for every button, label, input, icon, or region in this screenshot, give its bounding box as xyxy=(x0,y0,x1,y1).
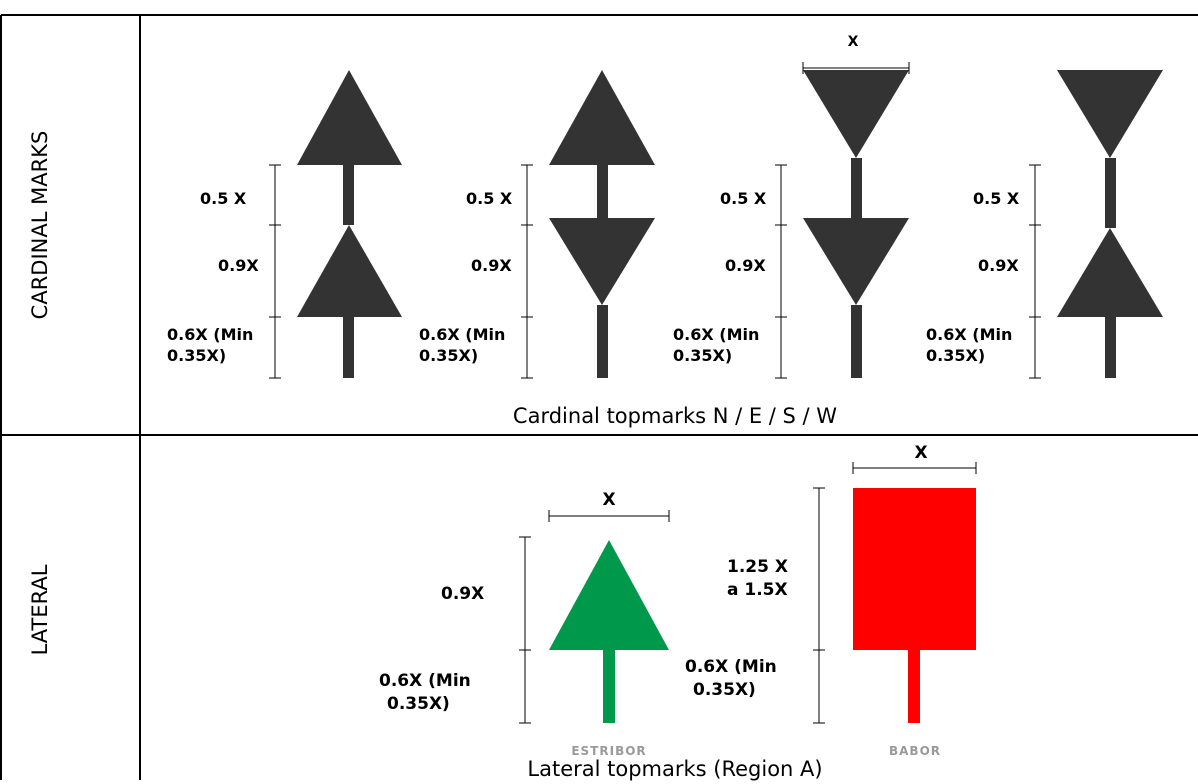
starboard-width-dimension xyxy=(548,510,670,522)
dim-triangle-label: 0.9X xyxy=(471,256,512,275)
starboard-width-label: X xyxy=(602,490,616,510)
upper-triangle-up xyxy=(549,70,655,165)
upper-triangle-down xyxy=(803,70,909,158)
table-grid xyxy=(0,14,1198,780)
port-height-dimension xyxy=(813,487,825,724)
connector-rod xyxy=(597,165,608,220)
dim-triangle-label: 0.9X xyxy=(218,256,259,275)
lower-triangle-down xyxy=(803,218,909,305)
port-width-label: X xyxy=(914,443,928,463)
lateral-starboard-mark xyxy=(549,540,669,723)
lower-triangle-up xyxy=(297,225,402,317)
green-triangle xyxy=(549,540,669,650)
cardinal-mark-north xyxy=(297,70,402,378)
caption-cardinal: Cardinal topmarks N / E / S / W xyxy=(512,404,838,428)
cardinal-mark-south xyxy=(803,70,909,378)
dim-connector-label: 0.5 X xyxy=(466,189,513,208)
pole xyxy=(343,317,354,378)
cardinal-width-dimension xyxy=(802,62,910,74)
pole xyxy=(1105,317,1116,378)
starboard-pole-label: 0.6X (Min 0.35X) xyxy=(379,671,471,714)
starboard-under-label: ESTRIBOR xyxy=(571,744,647,758)
cardinal-dimension-line-2 xyxy=(521,164,533,379)
connector-rod xyxy=(851,158,862,220)
green-pole xyxy=(603,650,615,723)
caption-lateral: Lateral topmarks (Region A) xyxy=(527,757,823,781)
starboard-height-dimension xyxy=(519,536,531,724)
port-pole-label: 0.6X (Min 0.35X) xyxy=(685,657,777,700)
upper-triangle-down xyxy=(1057,70,1163,158)
lower-triangle-down xyxy=(549,218,655,305)
starboard-height-label: 0.9X xyxy=(441,584,485,604)
connector-rod xyxy=(1105,158,1116,228)
upper-triangle-up xyxy=(297,70,402,165)
cardinal-mark-west xyxy=(1057,70,1163,378)
dim-triangle-label: 0.9X xyxy=(725,256,766,275)
red-pole xyxy=(908,650,920,723)
cardinal-dimension-line-1 xyxy=(269,164,281,379)
dim-pole-label: 0.6X (Min 0.35X) xyxy=(673,325,760,365)
dim-connector-label: 0.5 X xyxy=(720,189,767,208)
lower-triangle-up xyxy=(1057,228,1163,317)
dim-connector-label: 0.5 X xyxy=(973,189,1020,208)
dim-triangle-label: 0.9X xyxy=(978,256,1019,275)
dim-pole-label: 0.6X (Min 0.35X) xyxy=(419,325,506,365)
pole xyxy=(851,305,862,378)
lateral-port-mark xyxy=(853,488,976,723)
dim-connector-label: 0.5 X xyxy=(200,189,247,208)
row-label-cardinal: CARDINAL MARKS xyxy=(28,130,52,320)
port-under-label: BABOR xyxy=(888,744,942,758)
dim-pole-label: 0.6X (Min 0.35X) xyxy=(926,325,1013,365)
dim-pole-label: 0.6X (Min 0.35X) xyxy=(167,325,254,365)
row-label-lateral: LATERAL xyxy=(28,564,52,656)
port-width-dimension xyxy=(852,462,977,474)
cardinal-dimension-line-3 xyxy=(775,164,787,379)
connector-rod xyxy=(343,165,354,225)
cardinal-width-label: X xyxy=(847,34,859,50)
pole xyxy=(597,305,608,378)
cardinal-mark-east xyxy=(549,70,655,378)
cardinal-dimension-line-4 xyxy=(1029,164,1041,379)
red-can xyxy=(853,488,976,650)
